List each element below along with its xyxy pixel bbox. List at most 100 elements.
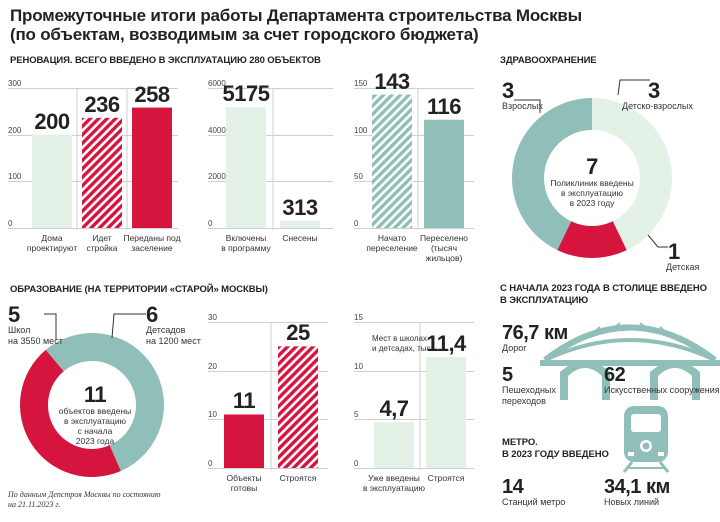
bar-renovation_houses-2	[132, 107, 172, 228]
y-tick-label: 20	[208, 361, 217, 371]
y-tick-label: 6000	[208, 78, 226, 88]
health-adult-label: Взрослых	[502, 101, 543, 111]
y-tick-label: 50	[354, 171, 363, 181]
bar-category-line: проектируют	[26, 243, 78, 253]
bar-category-line: Строятся	[279, 473, 317, 483]
bar-category-line: Включены	[225, 233, 267, 243]
edu-schools-value: 5	[8, 302, 20, 327]
bar-category-line: Идет	[92, 233, 112, 243]
crossings-value: 5	[502, 364, 513, 386]
bar-value-label: 116	[427, 93, 462, 119]
slice-education-1	[19, 349, 121, 477]
education_objects-plot	[208, 322, 328, 470]
renovation-heading: РЕНОВАЦИЯ. ВСЕГО ВВЕДЕНО В ЭКСПЛУАТАЦИЮ …	[10, 55, 321, 66]
leader-line	[617, 79, 650, 96]
structures-value: 62	[604, 364, 626, 386]
bar-category-line: переселение	[366, 243, 418, 253]
leader-line	[44, 313, 57, 340]
leader-line	[514, 99, 541, 113]
health-center: 7 Поликлиник введены в эксплуатацию в 20…	[538, 154, 646, 209]
bar-category-line: стройка	[86, 243, 118, 253]
bar-value-label: 5175	[222, 81, 270, 107]
leader-line	[647, 234, 668, 248]
y-tick-label: 0	[208, 218, 213, 228]
bar-category-line: Объекты	[226, 473, 262, 483]
y-tick-label: 0	[354, 458, 359, 468]
metro-heading-line-2: В 2023 ГОДУ ВВЕДЕНО	[502, 449, 609, 460]
y-tick-label: 15	[354, 312, 363, 322]
health-center-line-3: в 2023 году	[569, 198, 615, 208]
renovation-resettlement-chart: 150 100 50 0 143 Начато переселение 116 Переселе…	[354, 70, 476, 268]
places-ylabel-line-2: и детсадах, тыс.	[372, 344, 433, 353]
bar-education_objects-0	[224, 414, 264, 468]
bar-value-label: 11	[232, 388, 256, 414]
crossings-label-line-2: переходов	[502, 396, 546, 406]
health-center-value: 7	[586, 154, 598, 179]
bar-category-line: в программу	[221, 243, 271, 253]
edu-center-line-1: объектов введены	[58, 406, 132, 416]
edu-kinder-value: 6	[146, 302, 158, 327]
edu-kinder-label-line-1: Детсадов	[146, 325, 186, 335]
metro-train-icon	[622, 406, 670, 473]
renovation_program-plot	[208, 88, 333, 230]
stations-value: 14	[502, 476, 524, 498]
lines-label: Новых линий	[604, 497, 660, 507]
education-places-chart: 15 10 5 0 4,7 Уже введены в эксплуатацию 11,4 Ст…	[354, 313, 474, 508]
y-tick-label: 0	[208, 458, 213, 468]
bar-renovation_houses-0	[32, 134, 72, 228]
bar-category-line: заселение	[131, 243, 173, 253]
infra-heading: С НАЧАЛА 2023 ГОДА В СТОЛИЦЕ ВВЕДЕНО В Э…	[500, 283, 707, 307]
education_places-plot	[354, 322, 474, 470]
lines-value: 34,1 км	[604, 476, 670, 498]
bridge-icon	[540, 322, 720, 400]
bar-category-label: Дома проектируют	[20, 233, 84, 253]
metro-heading-line-1: МЕТРО.	[502, 437, 538, 448]
bar-category-line: Переданы под	[123, 233, 181, 243]
health-child-value: 1	[668, 239, 680, 264]
bar-category-line: (тысяч	[430, 243, 458, 253]
bar-value-label: 143	[374, 68, 410, 94]
source-note-line-2: на 21.11.2023 г.	[8, 500, 61, 509]
bar-category-label: Уже введены в эксплуатацию	[362, 473, 426, 493]
bar-category-label: Идет стройка	[70, 233, 134, 253]
y-tick-label: 0	[354, 218, 359, 228]
slice-healthcare-0	[592, 98, 672, 251]
y-tick-label: 4000	[208, 125, 226, 135]
bar-category-label: Строятся	[266, 473, 330, 483]
bar-category-line: Начато	[377, 233, 407, 243]
y-tick-label: 200	[8, 125, 22, 135]
bar-value-label: 258	[134, 81, 170, 107]
crossings-label: Пешеходных переходов	[502, 385, 556, 407]
bar-category-line: в эксплуатацию	[362, 483, 426, 493]
stations-label: Станций метро	[502, 497, 566, 507]
metro-heading: МЕТРО. В 2023 ГОДУ ВВЕДЕНО	[502, 437, 609, 461]
renovation_resettlement-plot	[354, 88, 474, 230]
bar-education_places-1	[426, 357, 466, 468]
bar-renovation_houses-1	[82, 117, 122, 228]
crossings-label-line-1: Пешеходных	[502, 385, 556, 395]
healthcare-heading: ЗДРАВООХРАНЕНИЕ	[500, 55, 597, 66]
bar-category-label: Строятся	[414, 473, 478, 483]
bar-category-label: Переселено (тысяч жильцов)	[412, 233, 476, 263]
infra-heading-line-1: С НАЧАЛА 2023 ГОДА В СТОЛИЦЕ ВВЕДЕНО	[500, 283, 707, 294]
bar-education_places-0	[374, 422, 414, 468]
roads-label: Дорог	[502, 343, 527, 353]
y-tick-label: 10	[208, 409, 217, 419]
education-heading: ОБРАЗОВАНИЕ (НА ТЕРРИТОРИИ «СТАРОЙ» МОСК…	[10, 284, 268, 295]
health-mixed-value: 3	[648, 78, 660, 103]
bar-category-line: Строятся	[427, 473, 465, 483]
bar-renovation_program-0	[226, 107, 266, 228]
healthcare-donut	[512, 79, 672, 258]
slice-education-0	[45, 333, 164, 471]
y-tick-label: 0	[8, 218, 13, 228]
bar-category-label: Включены в программу	[214, 233, 278, 253]
slice-healthcare-2	[512, 98, 592, 251]
bar-category-line: Снесены	[282, 233, 318, 243]
health-mixed-label: Детско-взрослых	[622, 101, 693, 111]
title-line-1: Промежуточные итоги работы Департамента …	[10, 6, 582, 25]
health-adult-value: 3	[502, 78, 514, 103]
bar-renovation_resettlement-1	[424, 119, 464, 228]
bar-renovation_resettlement-0	[372, 94, 412, 229]
title-line-2: (по объектам, возводимым за счет городск…	[10, 25, 479, 44]
y-tick-label: 10	[354, 361, 363, 371]
